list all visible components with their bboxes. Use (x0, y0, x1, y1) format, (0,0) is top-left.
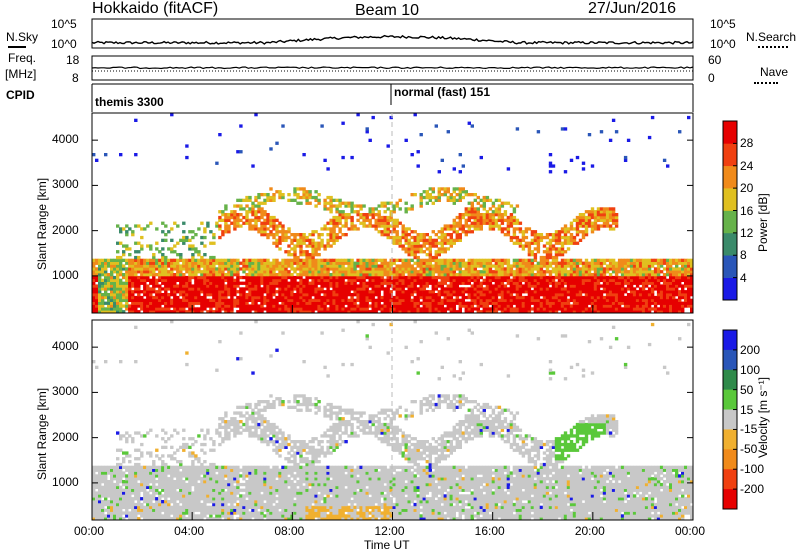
power-ytick-label: 2000 (52, 222, 79, 237)
nsearch-label: N.Search (746, 30, 797, 44)
velocity-cbar-tick: -50 (740, 442, 758, 457)
x-tick-label: 04:00 (174, 524, 205, 538)
velocity-cbar-tick: -100 (740, 462, 765, 477)
freq-trace (91, 66, 694, 70)
nave-label: Nave (760, 65, 789, 79)
power-cbar-tick: 12 (740, 225, 754, 240)
velocity-cbar-label: Velocity [m s⁻¹] (756, 376, 770, 458)
power-cbar-tick: 28 (740, 136, 754, 151)
noise-axis-bottom-right: 10^0 (710, 37, 736, 51)
velocity-colorbar (722, 329, 738, 510)
nave-axis-bottom: 0 (708, 71, 715, 85)
velocity-y-ticks (92, 346, 693, 484)
velocity-cbar-tick: 200 (740, 342, 761, 357)
power-cbar-tick: 16 (740, 203, 754, 218)
freq-axis-bottom: 8 (72, 71, 79, 85)
nsky-legend-line (8, 46, 26, 48)
power-heatmap-cells (92, 113, 694, 314)
noise-axis-top-right: 10^5 (710, 17, 736, 31)
date-label: 27/Jun/2016 (588, 0, 677, 17)
station-title: Hokkaido (fitACF) (92, 0, 219, 17)
velocity-ylabel: Slant Range [km] (35, 387, 49, 480)
velocity-cbar-tick: -15 (740, 422, 758, 437)
x-tick-label: 00:00 (675, 524, 706, 538)
x-tick-label: 12:00 (374, 524, 405, 538)
nave-axis-top: 60 (708, 53, 722, 67)
beam-label: Beam 10 (355, 2, 420, 19)
x-tick-label: 20:00 (574, 524, 605, 538)
velocity-cbar-tick: -200 (740, 482, 765, 497)
cpid-themis: themis 3300 (95, 95, 164, 109)
nave-legend-line (754, 82, 778, 84)
power-cbar-tick: 20 (740, 181, 754, 196)
nsky-label: N.Sky (6, 30, 39, 44)
velocity-ytick-label: 3000 (52, 384, 79, 399)
noise-panel-frame (91, 18, 694, 49)
noise-axis-top: 10^5 (51, 17, 77, 31)
power-colorbar (722, 120, 738, 301)
cpid-label: CPID (6, 88, 35, 102)
power-cbar-tick: 8 (740, 248, 747, 263)
x-axis-title: Time UT (364, 538, 410, 552)
power-cbar-tick: 24 (740, 158, 754, 173)
cpid-normal: normal (fast) 151 (394, 85, 491, 99)
velocity-heatmap-cells (92, 320, 694, 521)
velocity-ytick-label: 2000 (52, 429, 79, 444)
velocity-ytick-label: 1000 (52, 474, 79, 489)
x-tick-label: 00:00 (74, 524, 105, 538)
x-tick-label: 08:00 (274, 524, 305, 538)
x-ticks (91, 305, 694, 520)
power-cbar-label: Power [dB] (756, 193, 770, 252)
velocity-ytick-label: 4000 (52, 339, 79, 354)
noise-axis-bottom: 10^0 (51, 37, 77, 51)
velocity-cbar-tick: 100 (740, 362, 761, 377)
mhz-label: [MHz] (5, 67, 37, 81)
velocity-cbar-tick: 15 (740, 402, 754, 417)
power-cbar-tick: 4 (740, 270, 747, 285)
freq-label: Freq. (8, 51, 37, 65)
x-tick-label: 16:00 (474, 524, 505, 538)
velocity-cbar-tick: 50 (740, 382, 754, 397)
power-ytick-label: 3000 (52, 177, 79, 192)
freq-axis-top: 18 (66, 53, 80, 67)
power-ytick-label: 4000 (52, 132, 79, 147)
nsearch-legend-line (758, 46, 788, 48)
power-ytick-label: 1000 (52, 267, 79, 282)
noise-trace (91, 34, 694, 45)
power-ylabel: Slant Range [km] (35, 177, 49, 270)
power-y-ticks (92, 139, 693, 277)
